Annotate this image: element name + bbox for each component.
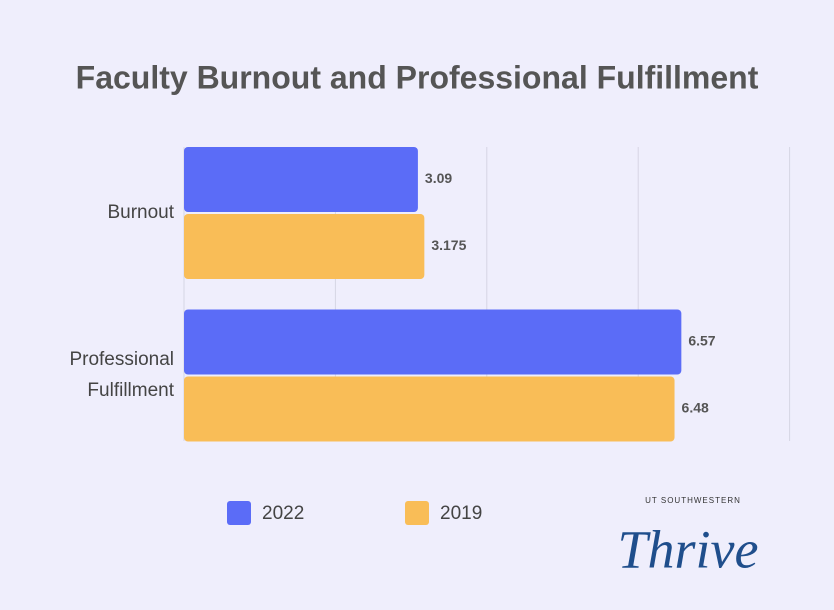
bar <box>184 309 682 375</box>
value-label: 6.48 <box>682 400 709 416</box>
legend-label: 2022 <box>262 503 304 524</box>
value-label: 3.09 <box>425 170 452 186</box>
legend-swatch <box>227 501 251 525</box>
legend-swatch <box>405 501 429 525</box>
bar <box>184 214 425 279</box>
legend-label: 2019 <box>440 503 482 524</box>
chart-title: Faculty Burnout and Professional Fulfill… <box>76 59 759 95</box>
y-tick-label: Professional Fulfillment <box>69 349 174 401</box>
y-tick-label: Burnout <box>107 202 174 223</box>
value-label: 6.57 <box>688 333 715 349</box>
bar <box>184 147 418 212</box>
logo-subtitle: UT SOUTHWESTERN <box>645 496 741 505</box>
value-label: 3.175 <box>431 237 466 253</box>
bar <box>184 376 675 442</box>
logo-name: Thrive <box>618 519 759 579</box>
